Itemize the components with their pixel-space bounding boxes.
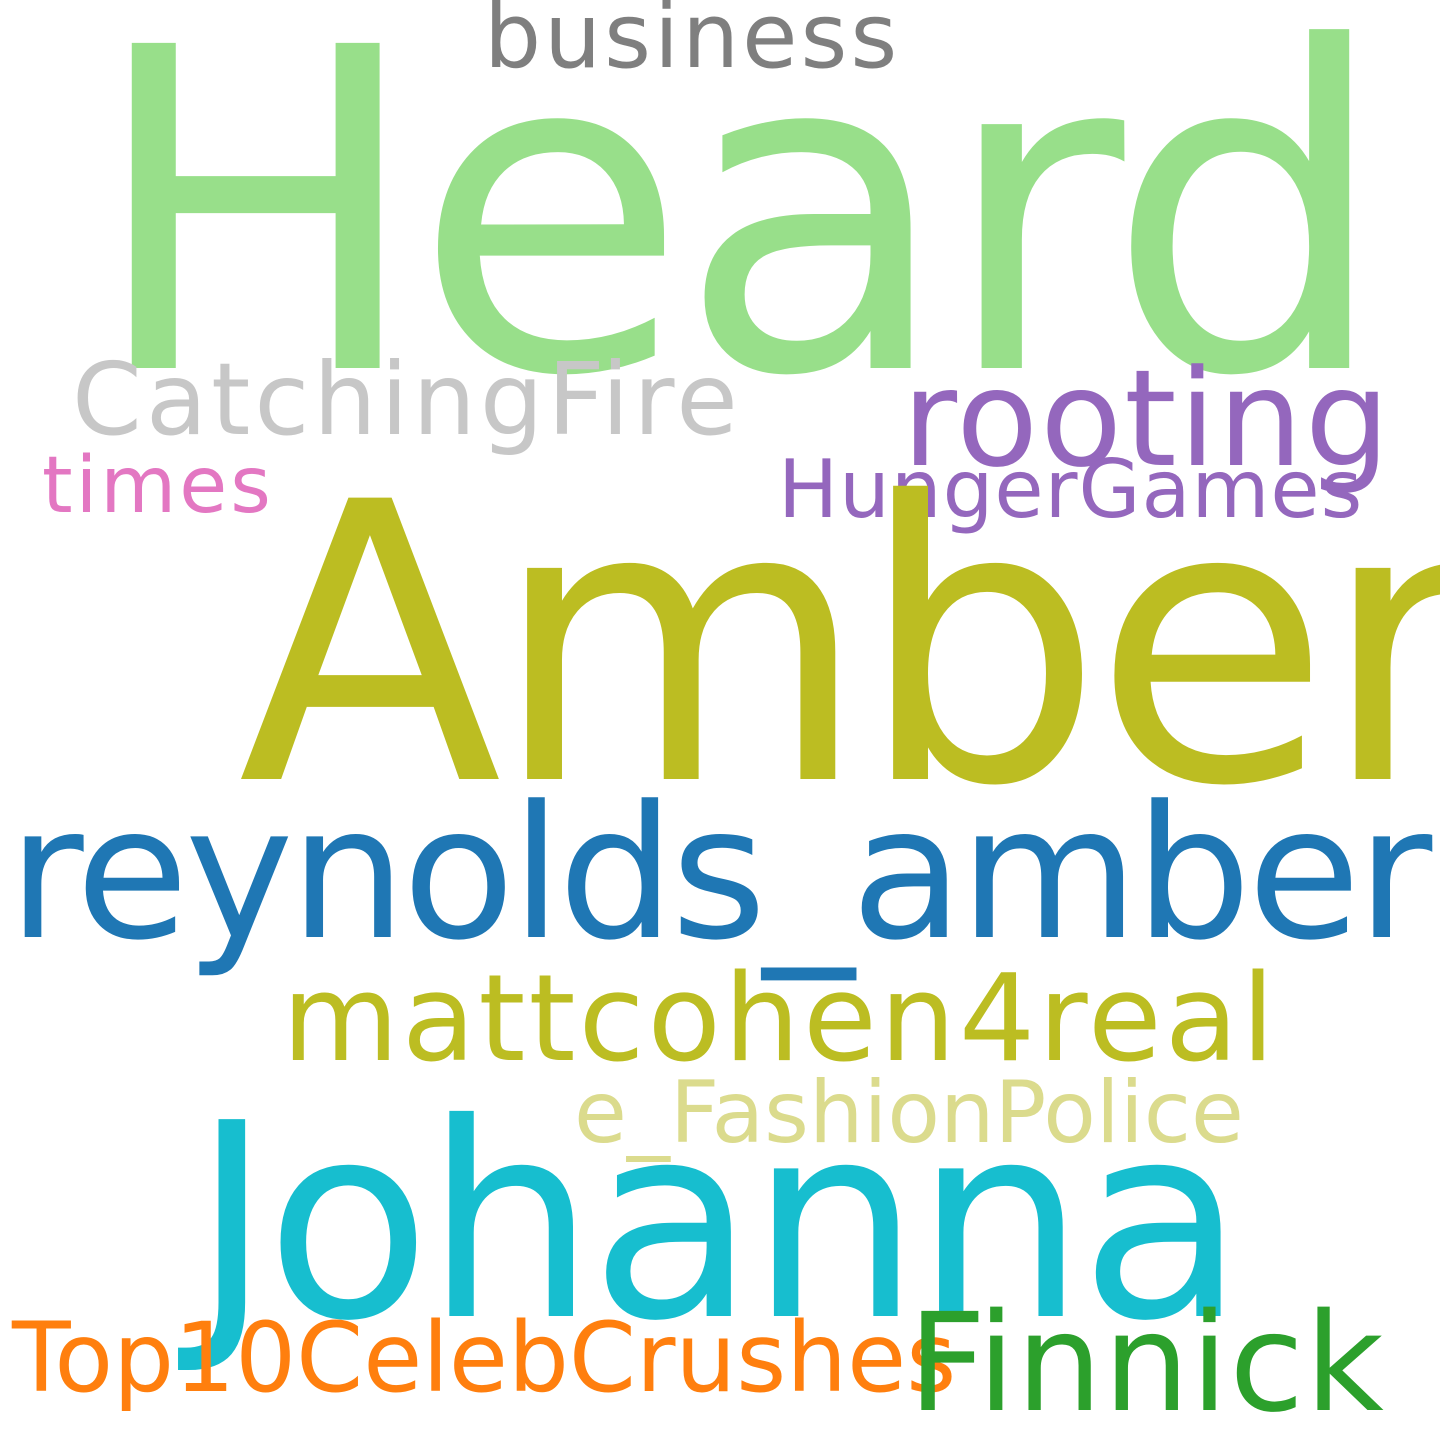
word-business: business <box>484 0 901 89</box>
word-heard: Heard <box>88 0 1390 474</box>
word-catchingfire: CatchingFire <box>72 341 742 458</box>
word-amber: Amber <box>238 422 1440 871</box>
word-e-fashionpolice: e_FashionPolice <box>574 1063 1244 1163</box>
word-rooting: rooting <box>902 341 1392 497</box>
word-hungergames: HungerGames <box>778 443 1364 536</box>
word-top10celebcrushes: Top10CelebCrushes <box>12 1302 957 1414</box>
word-johanna: Johanna <box>192 1065 1245 1380</box>
word-times: times <box>42 441 274 531</box>
word-finnick: Finnick <box>908 1285 1385 1440</box>
word-mattcohen4real: mattcohen4real <box>282 950 1278 1089</box>
word-reynolds-amber: reynolds_amber <box>8 767 1432 981</box>
